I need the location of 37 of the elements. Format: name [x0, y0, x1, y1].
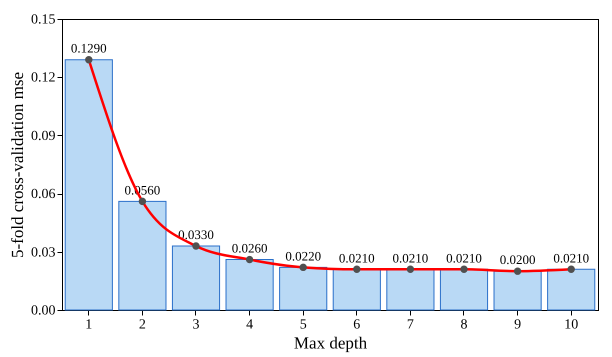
bar	[386, 268, 434, 310]
x-tick-label: 9	[514, 318, 522, 332]
data-label: 0.0200	[500, 252, 536, 268]
bar	[440, 268, 488, 310]
y-tick-label: 0.15	[31, 12, 56, 28]
data-label: 0.0210	[338, 250, 375, 266]
x-tick-label: 4	[246, 318, 254, 332]
x-tick-label: 6	[353, 318, 360, 332]
bar	[279, 266, 328, 310]
bar	[226, 259, 274, 310]
x-tick-label: 10	[564, 318, 578, 332]
bar	[172, 245, 220, 310]
y-tick-label: 0.00	[31, 304, 56, 318]
x-tick-label: 3	[192, 318, 200, 332]
data-label: 0.0210	[446, 250, 482, 266]
x-tick-label: 5	[300, 318, 307, 332]
x-tick-label: 7	[406, 318, 414, 332]
data-label: 0.0210	[553, 250, 590, 266]
bar	[118, 200, 166, 310]
y-tick-label: 0.09	[31, 128, 56, 144]
y-tick-label: 0.03	[31, 245, 56, 260]
bar	[547, 268, 596, 310]
data-label: 0.0210	[392, 250, 428, 266]
bar	[64, 59, 113, 310]
x-axis-title: Max depth	[294, 334, 368, 352]
data-label: 0.1290	[70, 40, 107, 56]
x-tick-label: 2	[138, 318, 146, 332]
data-label: 0.0220	[285, 248, 322, 264]
data-label: 0.0330	[178, 226, 214, 242]
x-tick-label: 8	[460, 318, 468, 332]
y-tick-label: 0.12	[31, 70, 56, 86]
y-axis-title: 5-fold cross-validation mse	[8, 72, 27, 258]
bar	[332, 268, 381, 310]
bar	[494, 270, 542, 310]
data-label: 0.0260	[232, 240, 268, 256]
y-tick-label: 0.06	[31, 187, 56, 202]
x-tick-label: 1	[85, 318, 92, 332]
